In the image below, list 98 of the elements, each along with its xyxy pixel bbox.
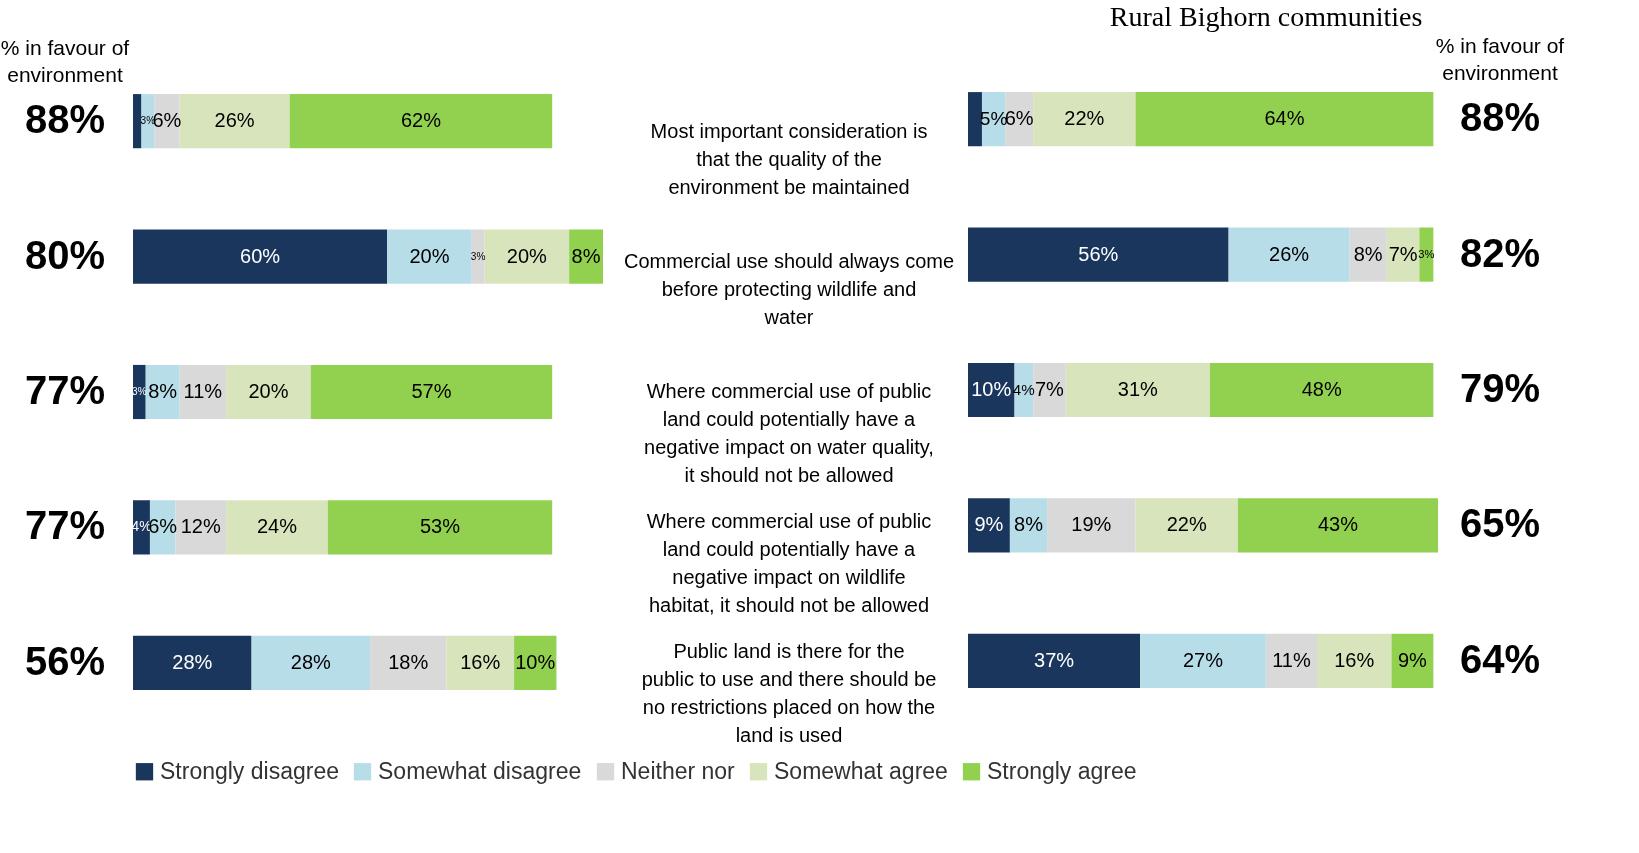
bar	[133, 500, 150, 555]
data-label: 62%	[400, 109, 442, 132]
data-label: 9%	[1397, 648, 1428, 671]
bar	[327, 500, 553, 555]
data-label: 20%	[248, 380, 289, 402]
bar	[484, 229, 570, 284]
data-label: 28%	[290, 650, 332, 673]
bar	[1317, 633, 1392, 688]
data-label: 6%	[1004, 107, 1034, 130]
bar	[968, 498, 1010, 553]
data-label: 37%	[1034, 648, 1075, 671]
data-label: 53%	[419, 515, 461, 538]
data-label: 9%	[974, 513, 1004, 536]
text: 82%	[1459, 230, 1541, 275]
data-label: 11%	[1272, 648, 1311, 671]
data-label: 20%	[506, 244, 548, 267]
data-label: 22%	[1064, 107, 1105, 130]
bar	[968, 633, 1141, 688]
bar	[1033, 92, 1136, 147]
data-label: 11%	[183, 380, 223, 402]
data-label: 60%	[240, 244, 281, 267]
bar	[446, 635, 515, 690]
text: 64%	[1459, 636, 1541, 681]
text: 88%	[1459, 95, 1541, 140]
legend-label: Somewhat disagree	[378, 757, 582, 784]
bar	[1391, 633, 1434, 688]
y-tick-label: Public land is there for the public to use and there should be no restrictions placed on how the land is used	[641, 640, 937, 746]
text: 80%	[24, 232, 106, 277]
text: % in favour of environment	[0, 36, 130, 86]
bar	[1033, 362, 1066, 418]
y-tick-label: Where commercial use of public land could potentially have a negative impact on water quality, it should not be allowed	[644, 380, 934, 486]
data-label: 22%	[1166, 513, 1207, 536]
legend-label: Strongly agree	[987, 757, 1137, 784]
bar	[133, 229, 388, 284]
data-label: 12%	[180, 515, 221, 538]
y-tick-label: Most important consideration is that the quality of the environment be maintained	[650, 120, 928, 198]
bar	[968, 227, 1229, 282]
y-tick-label: Where commercial use of public land could potentially have a negative impact on wildlife habitat, it should not be allowed	[646, 510, 932, 616]
data-label: 26%	[214, 109, 255, 132]
data-label: 7%	[1034, 378, 1065, 400]
bar	[133, 635, 252, 690]
data-label: 31%	[1117, 378, 1159, 400]
data-label: 16%	[1334, 648, 1375, 671]
data-label: 7%	[1388, 242, 1418, 265]
data-label: 19%	[1071, 513, 1112, 536]
bar	[1140, 633, 1266, 688]
bar	[370, 635, 447, 690]
data-label: 8%	[1014, 513, 1044, 536]
bar	[1228, 227, 1350, 282]
legend-label: Somewhat agree	[774, 757, 948, 784]
data-label: 3%	[1418, 247, 1435, 260]
bar	[226, 500, 328, 555]
data-label: 64%	[1264, 107, 1305, 130]
bar	[1047, 498, 1136, 553]
text: 56%	[24, 638, 106, 683]
bar	[310, 364, 553, 420]
bar	[251, 635, 371, 690]
bar	[1237, 498, 1438, 553]
legend-label: Neither nor	[621, 757, 736, 784]
bar	[1065, 362, 1210, 418]
text: 77%	[24, 503, 106, 548]
bar	[179, 94, 290, 149]
y-tick-label: Commercial use should always come before protecting wildlife and water	[623, 250, 955, 328]
bar	[1265, 633, 1318, 688]
data-label: 26%	[1269, 242, 1310, 265]
data-label: 20%	[409, 244, 450, 267]
bar	[1135, 92, 1434, 147]
bar	[226, 364, 311, 420]
data-label: 56%	[1078, 242, 1119, 265]
bar	[141, 94, 155, 149]
data-label: 48%	[1301, 378, 1342, 400]
data-label: 8%	[571, 244, 601, 267]
data-label: 43%	[1317, 513, 1359, 536]
data-label: 24%	[256, 515, 298, 538]
bar	[289, 94, 553, 149]
bar	[1209, 362, 1434, 418]
text: 65%	[1459, 501, 1541, 546]
text: 88%	[24, 97, 106, 142]
data-label: 8%	[1353, 242, 1383, 265]
data-label: 27%	[1182, 648, 1224, 671]
legend-label: Strongly disagree	[160, 757, 339, 784]
data-label: 8%	[148, 380, 178, 402]
bar	[387, 229, 472, 284]
bar	[968, 92, 982, 147]
annotation: % in favour of environment	[1435, 34, 1565, 84]
data-label: 10%	[971, 378, 1012, 400]
data-label: 18%	[388, 650, 429, 673]
text: 77%	[24, 368, 106, 412]
data-label: 28%	[172, 650, 213, 673]
bar	[175, 500, 227, 555]
bar	[133, 94, 142, 149]
text: 79%	[1459, 366, 1541, 410]
data-label: 10%	[515, 650, 556, 673]
data-label: 16%	[460, 650, 501, 673]
data-label: 3%	[470, 250, 486, 262]
data-label: 57%	[411, 380, 452, 402]
bar	[1135, 498, 1238, 553]
chart-title: Rural Bighorn communities	[1109, 1, 1423, 32]
